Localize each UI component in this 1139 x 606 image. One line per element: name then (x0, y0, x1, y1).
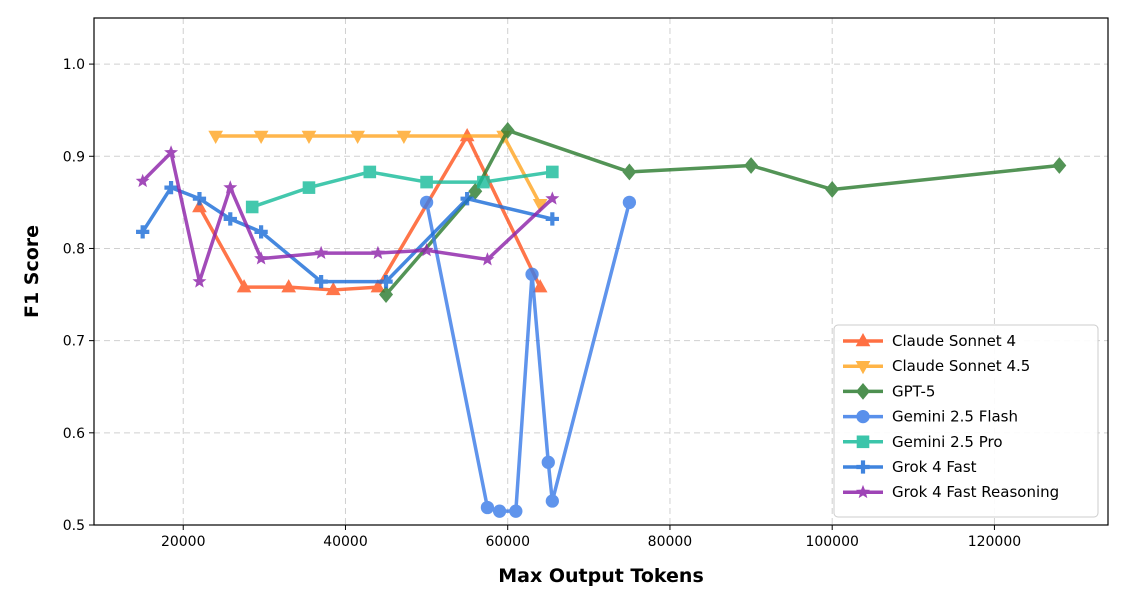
legend-item (843, 435, 883, 449)
data-point (379, 274, 393, 289)
data-point (532, 198, 548, 213)
data-point (281, 279, 297, 293)
data-point (253, 130, 269, 145)
legend-item (843, 409, 883, 424)
data-point (622, 195, 637, 210)
y-tick-label: 0.9 (63, 149, 85, 165)
data-point (532, 279, 548, 293)
data-point (301, 130, 317, 145)
x-tick-label: 60000 (485, 534, 530, 550)
data-point (136, 225, 150, 239)
data-point (622, 163, 637, 181)
data-point (546, 165, 559, 179)
data-point (223, 180, 238, 194)
legend-item (843, 460, 883, 474)
data-point (192, 198, 207, 213)
legend-marker (855, 332, 871, 347)
legend-label: Gemini 2.5 Pro (892, 433, 1003, 451)
x-tick-label: 20000 (161, 534, 206, 550)
data-point (314, 274, 328, 289)
data-point (500, 122, 515, 139)
data-point (509, 504, 523, 518)
data-point (363, 165, 377, 179)
legend-label: Claude Sonnet 4 (892, 332, 1016, 350)
legend-item (843, 383, 883, 400)
data-point (135, 173, 150, 188)
data-point (825, 181, 840, 198)
data-point (370, 279, 386, 293)
data-point (245, 200, 259, 214)
data-point (541, 455, 555, 469)
legend-label: GPT-5 (892, 382, 935, 400)
y-tick-label: 0.7 (63, 334, 85, 350)
y-tick-label: 0.8 (63, 241, 85, 257)
legend-label: Grok 4 Fast Reasoning (892, 483, 1059, 501)
x-tick-label: 120000 (968, 534, 1021, 550)
data-point (192, 192, 207, 206)
data-point (325, 281, 341, 296)
data-point (492, 504, 507, 518)
legend-marker (856, 460, 870, 474)
data-point (192, 274, 207, 288)
legend-frame (833, 324, 1099, 518)
y-tick-label: 1.0 (63, 57, 85, 73)
data-point (480, 500, 495, 515)
series-layer (135, 122, 1067, 518)
data-point (396, 130, 412, 145)
data-point (314, 245, 329, 260)
x-tick-label: 80000 (648, 534, 693, 550)
y-tick-label: 0.6 (63, 426, 85, 442)
x-tick-label: 100000 (805, 534, 858, 550)
data-point (164, 145, 179, 159)
data-point (302, 181, 316, 194)
data-point (236, 279, 252, 293)
data-point (379, 286, 394, 303)
legend-label: Gemini 2.5 Flash (892, 408, 1018, 426)
data-point (223, 212, 237, 226)
y-axis-ticks: 0.5 0.6 0.7 0.8 0.9 1.0 (63, 57, 94, 534)
series-grok-4-fast-reasoning (135, 145, 560, 288)
data-point (164, 180, 178, 195)
data-point (254, 251, 269, 265)
data-point (477, 175, 490, 189)
y-tick-label: 0.5 (63, 518, 85, 534)
legend-marker (856, 435, 870, 449)
data-point (460, 192, 474, 206)
data-point (744, 157, 759, 174)
legend-marker (855, 360, 871, 375)
legend-label: Claude Sonnet 4.5 (892, 357, 1030, 375)
data-point (545, 212, 559, 226)
x-axis-label: Max Output Tokens (498, 565, 704, 587)
series-gemini-2-5-flash (419, 195, 637, 518)
data-point (545, 191, 560, 205)
legend-item (843, 332, 883, 347)
legend-marker (856, 484, 870, 499)
data-point (350, 130, 365, 145)
series-line (250, 170, 555, 209)
y-axis-label: F1 Score (21, 225, 43, 318)
x-axis-ticks: 20000 40000 60000 80000 100000 120000 (161, 525, 1021, 550)
data-point (370, 245, 385, 260)
legend-item (843, 360, 883, 375)
data-point (419, 242, 434, 257)
data-point (545, 494, 559, 508)
data-point (419, 195, 434, 210)
legend-label: Grok 4 Fast (892, 458, 977, 476)
plot-frame (93, 17, 1109, 526)
legend-item (843, 484, 883, 499)
data-point (525, 267, 539, 281)
series-line (140, 150, 555, 284)
data-point (208, 130, 224, 145)
series-gemini-2-5-pro (245, 165, 559, 214)
data-point (254, 225, 268, 239)
data-point (420, 175, 433, 189)
legend-marker (856, 383, 870, 400)
legend: Claude Sonnet 4 Claude Sonnet 4.5 GPT-5 Gem… (833, 324, 1099, 518)
legend-marker (856, 409, 870, 424)
x-tick-label: 40000 (323, 534, 368, 550)
data-point (480, 252, 495, 266)
data-point (1052, 157, 1067, 174)
